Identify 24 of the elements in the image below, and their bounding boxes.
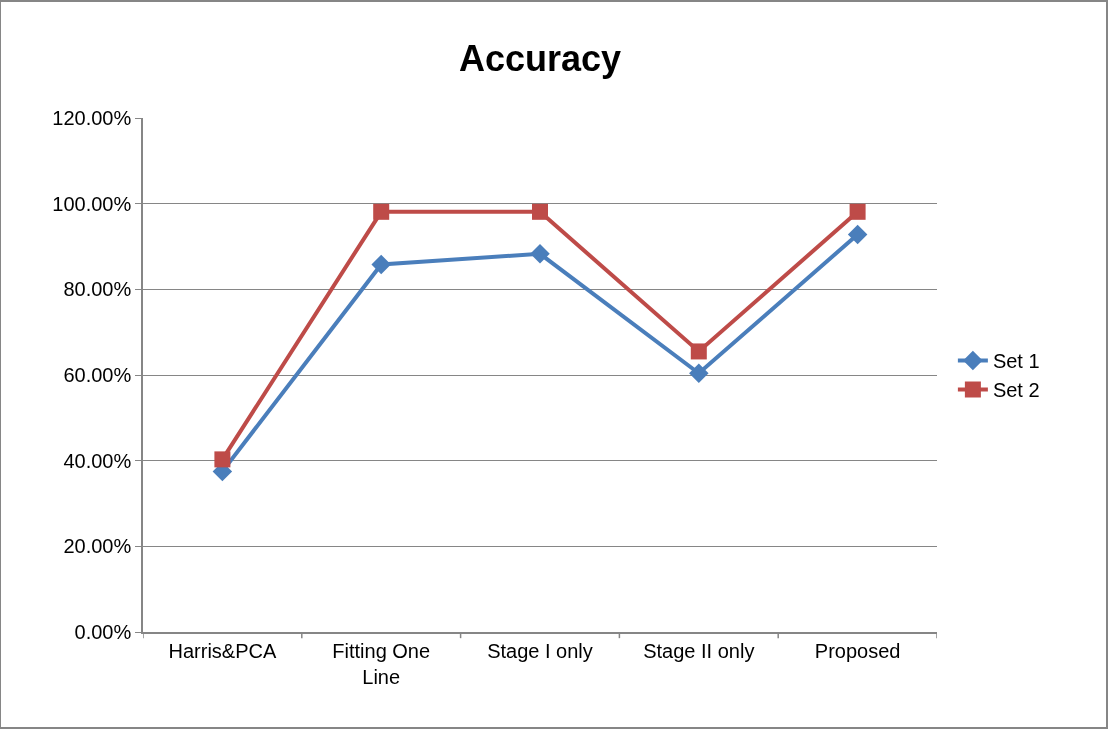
y-tick-label: 120.00%: [52, 107, 132, 129]
point: [214, 451, 231, 468]
y-tick-label: 20.00%: [63, 535, 132, 558]
y-tick-label: 0.00%: [74, 621, 132, 643]
legend-label: Set 1: [992, 350, 1040, 373]
point: [847, 224, 868, 245]
x-tick-label: Stage I only: [487, 639, 593, 662]
x-tick-label: Harris&PCA: [168, 639, 277, 662]
point: [689, 363, 709, 384]
legend-label: Set 2: [992, 379, 1040, 402]
point: [371, 254, 391, 275]
point: [373, 203, 390, 220]
x-tick-label: Fitting One Line: [332, 639, 431, 688]
x-tick-label: Stage II only: [643, 639, 755, 662]
y-tick-label: 100.00%: [52, 192, 132, 215]
point: [530, 244, 550, 264]
point: [690, 343, 707, 360]
x-tick-label: Proposed: [814, 639, 901, 662]
y-tick-label: 80.00%: [63, 278, 132, 301]
point: [532, 203, 548, 220]
y-tick-label: 60.00%: [63, 364, 132, 386]
chart-title: Accuracy: [458, 37, 622, 79]
y-tick-label: 40.00%: [63, 449, 132, 472]
point: [849, 203, 866, 220]
